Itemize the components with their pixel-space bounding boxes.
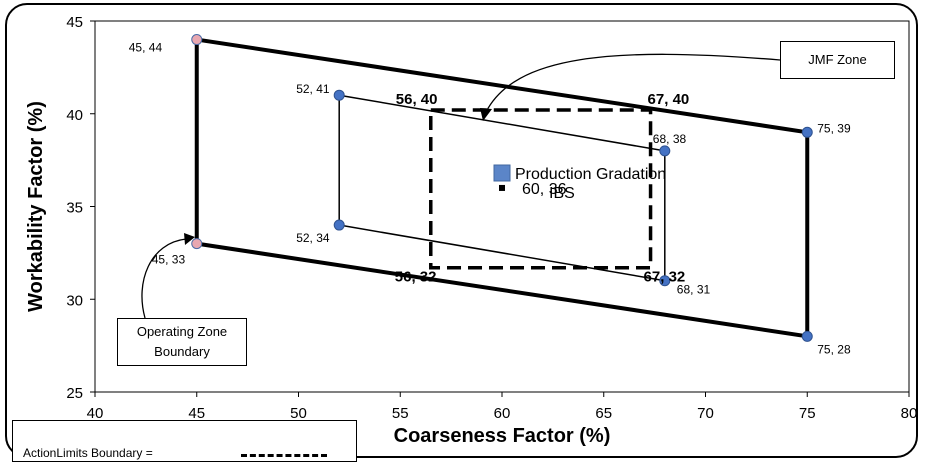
- x-tick-label: 65: [595, 405, 612, 422]
- legend-entry-text: Production Gradation: [515, 166, 666, 183]
- data-label: 68, 31: [677, 283, 711, 297]
- data-point: [659, 145, 671, 157]
- jmf-zone-callout-text: JMF Zone: [808, 52, 867, 67]
- x-axis-label: Coarseness Factor (%): [394, 425, 611, 447]
- y-tick-label: 30: [66, 292, 83, 309]
- jmf-zone-arrowhead: [480, 108, 492, 121]
- chart-frame: [5, 3, 918, 458]
- legend-swatch: [493, 164, 511, 182]
- jmf-zone-callout: JMF Zone: [780, 41, 895, 79]
- data-label: 67, 40: [648, 91, 690, 108]
- x-tick-label: 50: [290, 405, 307, 422]
- data-label: 67, 32: [644, 269, 686, 286]
- data-point: [333, 89, 345, 101]
- y-tick-label: 25: [66, 385, 83, 402]
- x-tick-label: 80: [901, 405, 918, 422]
- production-point: [499, 184, 505, 191]
- y-tick-label: 40: [66, 107, 83, 124]
- data-label: 52, 41: [296, 82, 330, 96]
- data-label: 56, 32: [395, 269, 437, 286]
- x-tick-label: 60: [494, 405, 511, 422]
- x-tick-label: 55: [392, 405, 409, 422]
- operating-zone-arrow: [141, 238, 187, 319]
- y-tick-label: 35: [66, 200, 83, 217]
- data-point: [191, 238, 203, 250]
- data-label: 75, 28: [817, 342, 851, 356]
- x-tick-label: 45: [188, 405, 205, 422]
- production-point-label: 60, 36: [522, 181, 567, 198]
- data-label: 45, 44: [129, 41, 163, 55]
- data-label: 75, 39: [817, 121, 851, 135]
- data-point: [191, 34, 203, 46]
- data-label: 52, 34: [296, 231, 330, 245]
- data-point: [659, 275, 671, 287]
- data-point: [333, 219, 345, 231]
- operating-zone-callout: Operating Zone Boundary: [117, 318, 247, 366]
- x-tick-label: 75: [799, 405, 816, 422]
- data-point: [801, 330, 813, 342]
- data-label: 45, 33: [152, 253, 186, 267]
- action-limits-legend: ActionLimits Boundary =: [12, 420, 357, 462]
- data-point: [801, 126, 813, 138]
- action-limits-legend-dash: [241, 454, 327, 457]
- y-axis-label: Workability Factor (%): [25, 101, 47, 312]
- legend-overlap-label: IBS: [549, 185, 575, 202]
- action-limits-legend-text: ActionLimits Boundary =: [23, 446, 153, 460]
- data-label: 68, 38: [653, 132, 687, 146]
- data-label: 56, 40: [396, 91, 438, 108]
- x-tick-label: 40: [87, 405, 104, 422]
- operating-zone-arrowhead: [184, 233, 195, 245]
- x-tick-label: 70: [697, 405, 714, 422]
- jmf-zone-arrow: [485, 53, 781, 113]
- operating-zone-callout-text: Operating Zone Boundary: [136, 324, 228, 359]
- y-tick-label: 45: [66, 14, 83, 31]
